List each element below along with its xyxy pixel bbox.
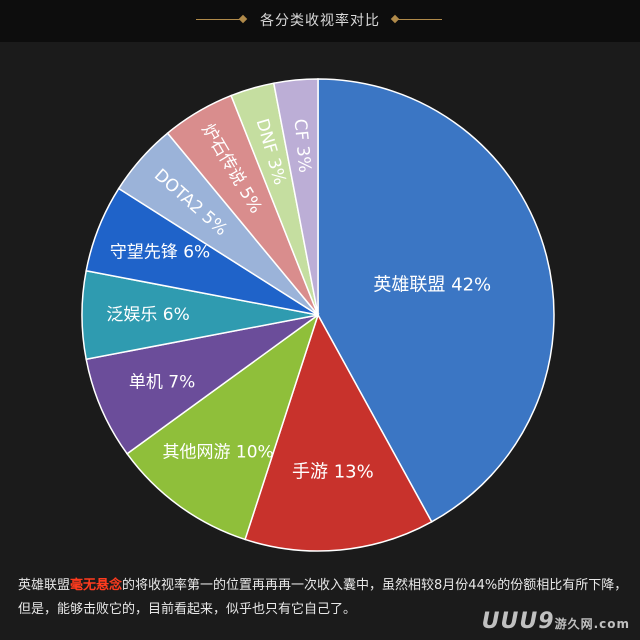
pie-label-4: 泛娱乐 6%	[106, 305, 189, 325]
pie-label-1: 手游 13%	[292, 461, 374, 482]
caption-highlight: 毫无悬念	[70, 578, 123, 593]
ornament-left	[196, 19, 246, 20]
pie-slice-1	[244, 313, 433, 552]
caption-part1: 英雄联盟	[18, 578, 71, 593]
watermark-domain: .com	[593, 617, 630, 631]
pie-slice-9	[272, 78, 319, 316]
pie-slice-2	[126, 313, 320, 541]
pie-label-2: 其他网游 10%	[163, 442, 274, 462]
pie-label-0: 英雄联盟 42%	[373, 275, 491, 296]
caption-part2: 的将收视率第一的位置再再再一次收入囊中，虽然相较8月份44%的份额相比有所下降，…	[18, 578, 628, 617]
pie-slice-3	[85, 314, 319, 455]
caption-text: 英雄联盟毫无悬念的将收视率第一的位置再再再一次收入囊中，虽然相较8月份44%的份…	[18, 574, 628, 622]
pie-chart: 英雄联盟 42% 手游 13% 其他网游 10% 单机 7% 泛娱乐 6% 守望先锋 6%…	[81, 78, 555, 552]
pie-label-5: 守望先锋 6%	[110, 242, 210, 262]
watermark-brand: UUU9	[481, 609, 555, 634]
header-bar: 各分类收视率对比	[0, 0, 640, 42]
pie-label-3: 单机 7%	[129, 372, 195, 392]
chart-title: 各分类收视率对比	[260, 13, 380, 29]
watermark-sub: 游久网	[554, 617, 594, 631]
pie-slice-0	[317, 78, 555, 523]
ornament-right	[392, 19, 442, 20]
watermark-logo: UUU9游久网.com	[482, 609, 630, 634]
